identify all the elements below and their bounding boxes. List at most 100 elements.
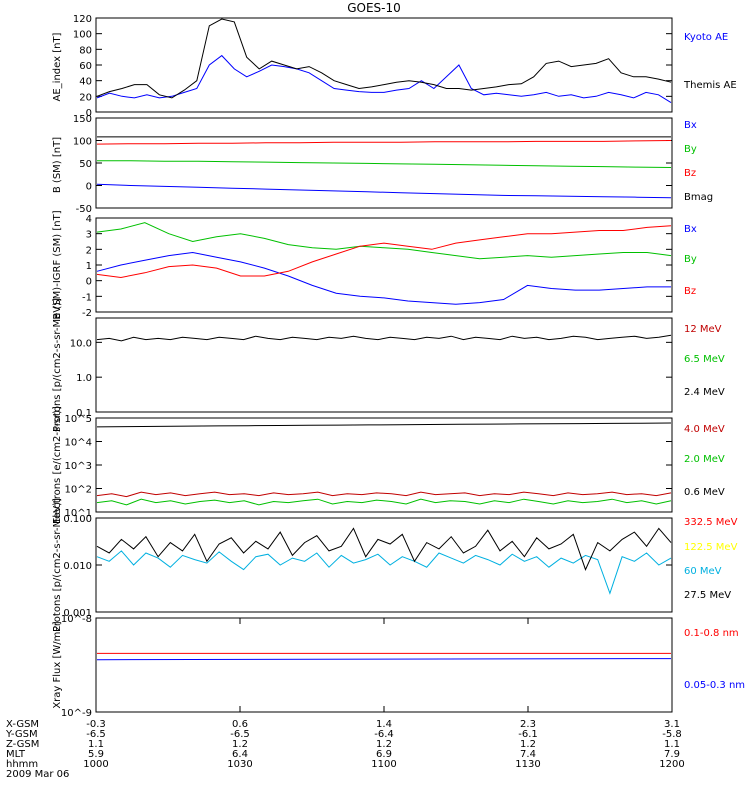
panel-frame	[95, 117, 673, 209]
x-axis-row-label: X-GSM	[6, 719, 39, 730]
y-tick-label: 100	[73, 137, 92, 148]
x-axis-row-value: -6.5	[230, 729, 250, 740]
legend-entry: By	[684, 254, 697, 265]
series-line	[97, 160, 672, 168]
y-tick-label: 120	[73, 14, 92, 25]
legend-entry: 27.5 MeV	[684, 590, 731, 601]
x-axis-row-value: 1.2	[376, 739, 392, 750]
series-line	[96, 550, 672, 595]
legend-entry: Kyoto AE	[684, 32, 728, 43]
legend-entry: 6.5 MeV	[684, 354, 725, 365]
series-line	[96, 18, 672, 99]
y-axis-label: Protons [p/(cm2-s-sr-MeV)]	[52, 498, 63, 632]
y-tick-label: 1	[86, 261, 92, 272]
panel-frame	[95, 317, 673, 413]
x-axis-row-value: -6.1	[518, 729, 538, 740]
y-tick-label: -50	[76, 204, 92, 215]
legend-entry: Bmag	[684, 192, 713, 203]
y-tick-label: 0	[86, 277, 92, 288]
date-label: 2009 Mar 06	[6, 769, 69, 780]
legend-entry: 4.0 MeV	[684, 424, 725, 435]
legend-entry: 60 MeV	[684, 566, 722, 577]
x-axis-row-value: -5.8	[662, 729, 682, 740]
y-tick-label: 50	[79, 159, 92, 170]
y-axis-label: Electrons [e/(cm2-s-sr)]	[52, 406, 63, 524]
x-axis-row-value: 5.9	[88, 749, 104, 760]
y-tick-label: 20	[79, 92, 92, 103]
x-axis-row-value: 2.3	[520, 719, 536, 730]
x-axis-table: X-GSM -0.3 0.6 1.4 2.3 3.1 Y-GSM -6.5 -6.5 -6.4 -6…	[5, 719, 685, 780]
x-axis-row-value: 1.2	[232, 739, 248, 750]
series-line	[96, 498, 672, 506]
legend-entry: Bz	[684, 286, 696, 297]
x-axis-row-label: Y-GSM	[5, 729, 38, 740]
series-line	[96, 527, 672, 571]
y-tick-label: 1.0	[76, 373, 92, 384]
x-axis-row-value: 1.2	[520, 739, 536, 750]
legend-entry: 12 MeV	[684, 324, 722, 335]
series-line	[96, 54, 672, 104]
panel-frame	[95, 417, 673, 513]
series-line	[96, 183, 672, 199]
x-axis-row-value: -6.4	[374, 729, 394, 740]
y-axis-label: B (SM) [nT]	[52, 137, 63, 193]
y-tick-label: 10^3	[65, 461, 92, 472]
series-line	[96, 658, 672, 661]
x-axis-row-value: 3.1	[664, 719, 680, 730]
series-line	[96, 251, 671, 305]
y-tick-label: 10^-9	[61, 708, 92, 719]
panel-4: 0.1 1.0 10.0 Protons [p/(cm2-s-sr-MeV)] 12 M…	[52, 298, 725, 432]
y-tick-label: -2	[82, 308, 92, 319]
x-axis-row-label: hhmm	[6, 759, 38, 770]
y-axis-label: Xray Flux [W/m2]	[52, 621, 63, 708]
y-tick-label: 150	[73, 114, 92, 125]
y-tick-label: 2	[86, 245, 92, 256]
x-axis-row-value: 1200	[659, 759, 684, 770]
y-tick-label: 0	[86, 108, 92, 119]
x-axis-row-value: 7.4	[520, 749, 536, 760]
y-tick-label: 10^2	[65, 485, 92, 496]
x-axis-row-value: -0.3	[86, 719, 106, 730]
series-line	[96, 140, 672, 145]
y-tick-label: 10^-8	[61, 614, 92, 625]
series-line	[96, 491, 672, 498]
y-axis-label: B (SM)-IGRF (SM) [nT]	[52, 210, 63, 319]
x-axis-row-label: MLT	[6, 749, 26, 760]
legend-entry: 0.05-0.3 nm	[684, 680, 745, 691]
legend-entry: 2.0 MeV	[684, 454, 725, 465]
y-axis-label: AE_index [nT]	[52, 32, 63, 101]
x-axis-row-value: 6.9	[376, 749, 392, 760]
y-tick-label: 0.010	[63, 561, 92, 572]
legend-entry: Themis AE	[683, 80, 737, 91]
legend-entry: Bz	[684, 168, 696, 179]
y-tick-label: 3	[86, 230, 92, 241]
x-axis-row-value: 1.1	[664, 739, 680, 750]
series-line	[96, 222, 672, 260]
y-tick-label: 10^5	[65, 414, 92, 425]
y-tick-label: -1	[82, 292, 92, 303]
panel-2: -50 0 50 100 150 B (SM) [nT] Bx By Bz Bmag	[52, 114, 713, 215]
y-tick-label: 0.100	[63, 514, 92, 525]
y-tick-label: 40	[79, 77, 92, 88]
panel-frame	[95, 517, 673, 613]
y-tick-label: 10.0	[70, 338, 92, 349]
panel-3: -2 -1 0 1 2 3 4 B (SM)-IGRF (SM) [nT] Bx By Bz	[52, 210, 697, 319]
series-line	[96, 422, 672, 428]
y-tick-label: 100	[73, 30, 92, 41]
panel-1: 0 20 40 60 80 100 120 AE_index [nT] Kyoto AE Them…	[52, 14, 737, 119]
legend-entry: 332.5 MeV	[684, 517, 738, 528]
legend-entry: Bx	[684, 224, 697, 235]
series-line	[96, 225, 672, 279]
y-tick-label: 80	[79, 45, 92, 56]
x-axis-row-value: 6.4	[232, 749, 248, 760]
x-axis-row-value: 1.1	[88, 739, 104, 750]
y-tick-label: 0.001	[63, 608, 92, 619]
x-axis-row-value: 1100	[371, 759, 396, 770]
x-axis-row-value: -6.5	[86, 729, 106, 740]
series-line	[96, 334, 672, 342]
legend-entry: By	[684, 144, 697, 155]
